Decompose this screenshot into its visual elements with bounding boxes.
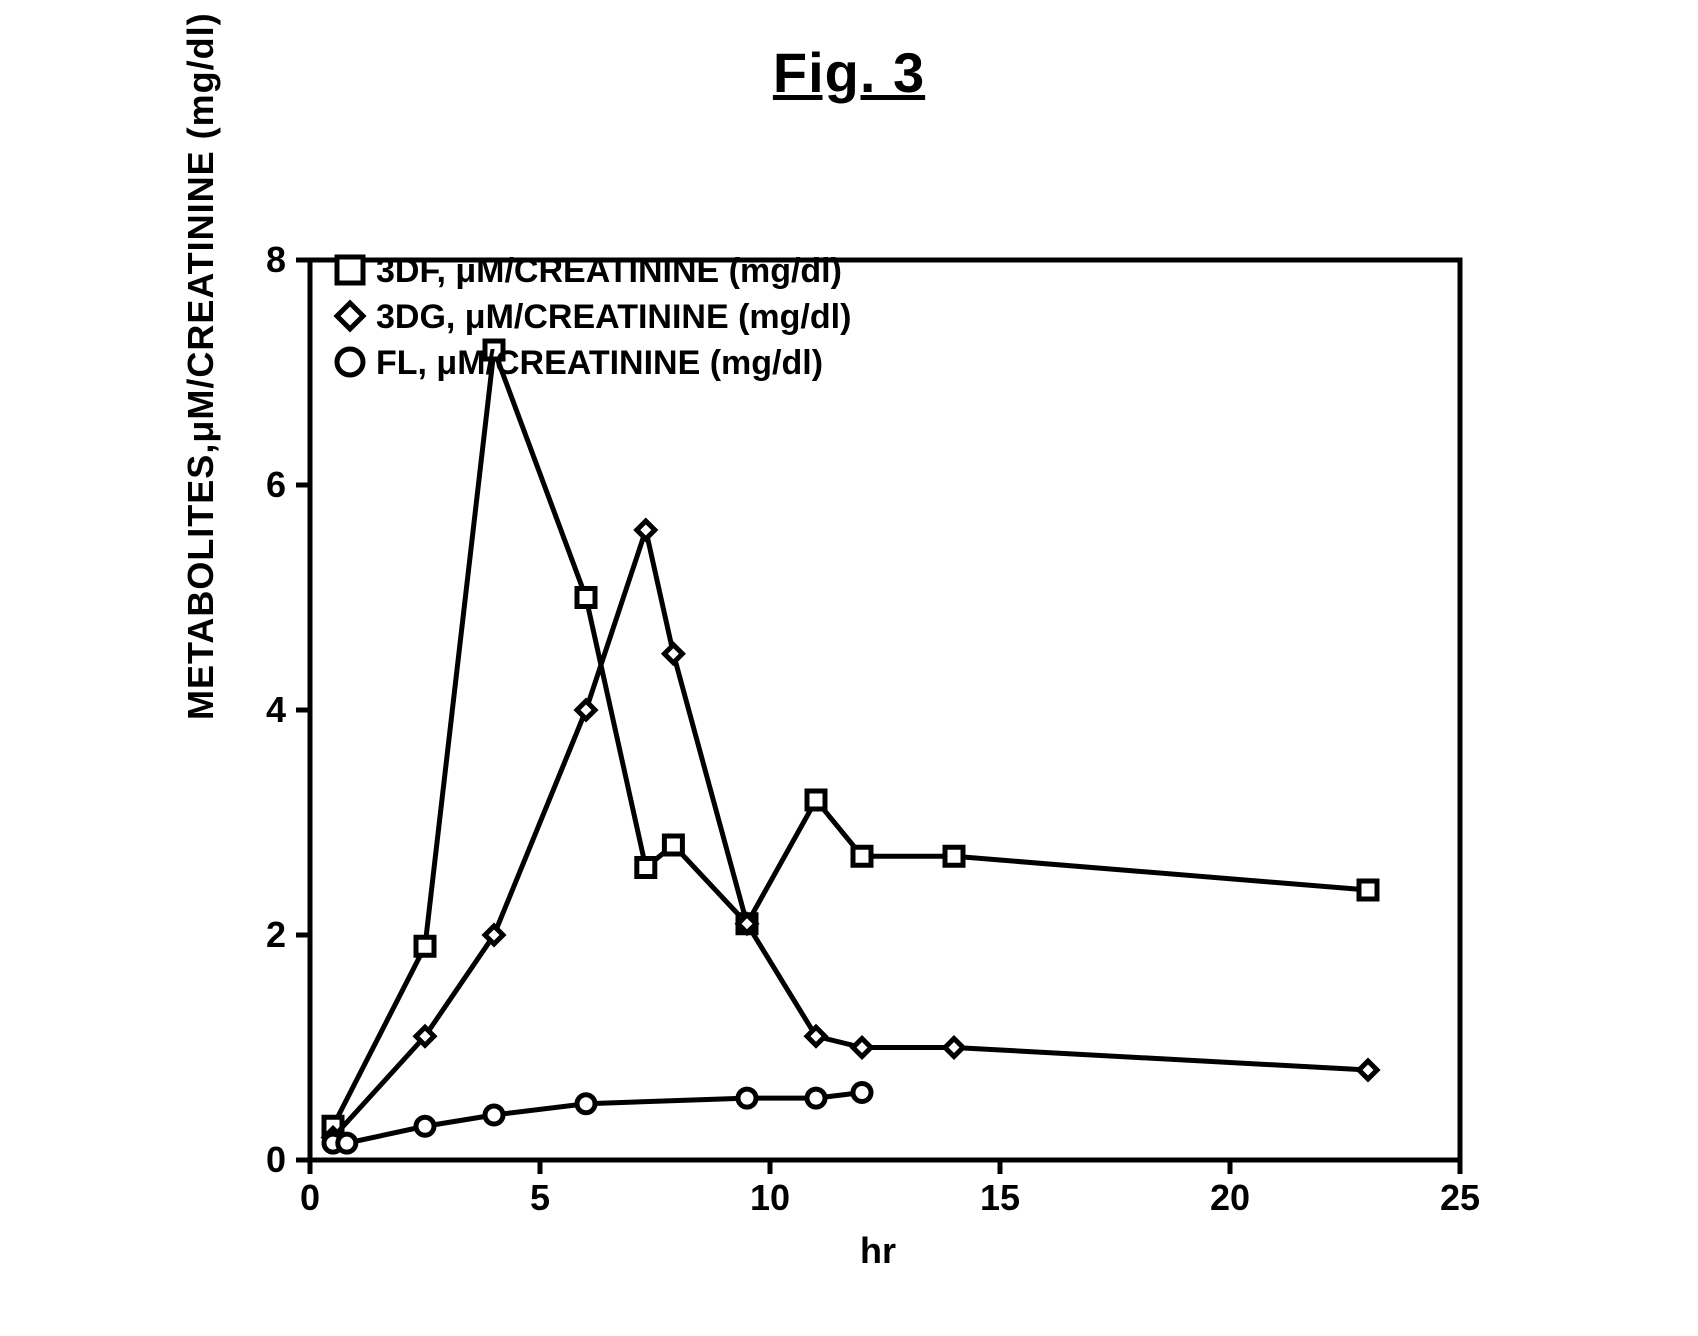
legend-label: 3DF, μM/CREATININE (mg/dl) xyxy=(376,252,842,290)
svg-text:2: 2 xyxy=(266,914,286,955)
svg-text:25: 25 xyxy=(1440,1177,1480,1218)
series-line-s_fl xyxy=(333,1093,862,1144)
svg-text:10: 10 xyxy=(750,1177,790,1218)
svg-text:5: 5 xyxy=(530,1177,550,1218)
svg-text:20: 20 xyxy=(1210,1177,1250,1218)
chart-svg: 0 5 10 15 20 25 0 2 4 6 8 3DF, μM/CREATININE (mg/dl… xyxy=(250,200,1530,1220)
chart: 0 5 10 15 20 25 0 2 4 6 8 3DF, μM/CREATININE (mg/dl… xyxy=(250,200,1530,1220)
svg-text:0: 0 xyxy=(266,1139,286,1180)
svg-text:0: 0 xyxy=(300,1177,320,1218)
legend-label: 3DG, μM/CREATININE (mg/dl) xyxy=(376,298,851,336)
series-line-s_3df xyxy=(333,350,1368,1126)
svg-text:4: 4 xyxy=(266,689,286,730)
legend: 3DF, μM/CREATININE (mg/dl) 3DG, μM/CREATI… xyxy=(337,252,851,382)
y-axis-label: METABOLITES,μM/CREATININE (mg/dl) xyxy=(180,12,222,720)
svg-text:6: 6 xyxy=(266,464,286,505)
svg-text:15: 15 xyxy=(980,1177,1020,1218)
svg-text:8: 8 xyxy=(266,239,286,280)
figure-title: Fig. 3 xyxy=(773,40,925,105)
x-axis-label: hr xyxy=(860,1230,896,1272)
series-line-s_3dg xyxy=(333,530,1368,1138)
page: Fig. 3 METABOLITES,μM/CREATININE (mg/dl)… xyxy=(0,0,1698,1336)
legend-label: FL, μM/CREATININE (mg/dl) xyxy=(376,344,823,382)
